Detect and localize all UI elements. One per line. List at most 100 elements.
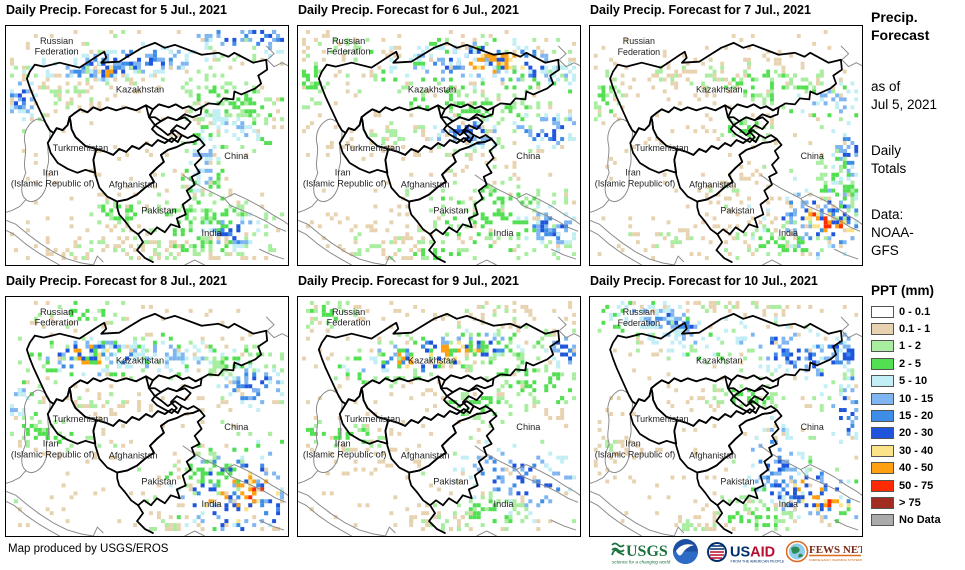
country-label: (Islamic Republic of)	[595, 450, 676, 460]
neighbor-borders	[298, 316, 580, 536]
country-label: Turkmenistan	[53, 414, 109, 424]
panel-title: Daily Precip. Forecast for 8 Jul., 2021	[6, 274, 227, 288]
legend-swatch	[871, 392, 894, 405]
country-label: India	[202, 499, 223, 509]
usaid-seal-stripes	[710, 551, 724, 559]
country-label: Pakistan	[141, 476, 176, 486]
totals-line1: Daily	[871, 143, 902, 158]
country-label: India	[779, 499, 799, 509]
country-label: Turkmenistan	[53, 143, 109, 153]
country-label: Iran	[625, 168, 640, 178]
country-label: (Islamic Republic of)	[303, 179, 387, 189]
country-label: Federation	[35, 318, 79, 328]
usaid-logo: USAID FROM THE AMERICAN PEOPLE	[707, 542, 785, 564]
legend-label: > 75	[899, 496, 921, 509]
country-label: Federation	[618, 47, 661, 57]
usgs-tagline: science for a changing world	[612, 560, 671, 565]
neighbor-borders	[590, 316, 862, 536]
legend-row: 5 - 10	[871, 373, 941, 390]
country-label: Russian	[623, 307, 655, 317]
noaa-logo	[673, 539, 698, 564]
country-label: Afghanistan	[109, 451, 158, 461]
legend-row: 10 - 15	[871, 390, 941, 407]
fewsnet-globe-land	[791, 546, 803, 558]
precip-raster	[593, 300, 859, 532]
country-label: China	[224, 151, 249, 161]
country-label: China	[224, 422, 249, 432]
legend-label: 5 - 10	[899, 375, 928, 388]
legend-swatch	[871, 479, 894, 492]
country-label: Federation	[327, 318, 371, 328]
country-label: Russian	[40, 307, 73, 317]
sidebar-data-source: Data: NOAA- GFS	[871, 206, 914, 260]
legend-label: 15 - 20	[899, 410, 934, 423]
legend-row: 1 - 2	[871, 338, 941, 355]
usaid-tagline: FROM THE AMERICAN PEOPLE	[731, 560, 785, 564]
legend-swatch	[871, 444, 894, 457]
fewsnet-logo: FEWS NET FAMINE EARLY WARNING SYSTEMS NE…	[786, 540, 862, 563]
usaid-wordmark: USAID	[730, 545, 775, 561]
data-source-line3: GFS	[871, 243, 899, 258]
precip-raster	[301, 29, 577, 261]
country-label: Afghanistan	[689, 180, 736, 190]
country-label: Turkmenistan	[345, 143, 401, 153]
legend-label: 20 - 30	[899, 427, 934, 440]
legend-row: 50 - 75	[871, 477, 941, 494]
panel-title: Daily Precip. Forecast for 6 Jul., 2021	[298, 3, 519, 17]
focus-country-borders	[609, 41, 843, 263]
country-label: Iran	[335, 439, 351, 449]
country-label: Turkmenistan	[345, 414, 401, 424]
usaid-seal-top	[710, 545, 724, 550]
noaa-seagull-icon	[676, 544, 694, 556]
fewsnet-tagline: FAMINE EARLY WARNING SYSTEMS NETWORK	[809, 558, 862, 562]
usgs-label: USGS	[626, 543, 668, 560]
legend-row: 0.1 - 1	[871, 320, 941, 337]
country-label: India	[494, 228, 515, 238]
legend-row: 30 - 40	[871, 442, 941, 459]
legend-swatch	[871, 496, 894, 509]
neighbor-borders	[590, 45, 862, 265]
legend-swatch	[871, 375, 894, 388]
country-label: China	[516, 151, 541, 161]
country-label: Turkmenistan	[635, 143, 689, 153]
country-label: Afghanistan	[401, 180, 450, 190]
legend-swatch	[871, 357, 894, 370]
legend-swatch	[871, 305, 894, 318]
legend-row: No Data	[871, 512, 941, 529]
legend-title: PPT (mm)	[871, 283, 935, 298]
usgs-wave-icon	[611, 542, 625, 556]
focus-country-borders	[317, 312, 561, 534]
neighbor-borders	[298, 45, 580, 265]
country-label: (Islamic Republic of)	[303, 450, 387, 460]
legend-label: 0 - 0.1	[899, 305, 931, 318]
legend-row: 20 - 30	[871, 425, 941, 442]
legend-swatch	[871, 340, 894, 353]
country-label: Russian	[332, 36, 365, 46]
legend-label: 1 - 2	[899, 340, 922, 353]
panel-title: Daily Precip. Forecast for 7 Jul., 2021	[590, 3, 811, 17]
map-attribution: Map produced by USGS/EROS	[8, 543, 169, 555]
country-label: (Islamic Republic of)	[11, 450, 95, 460]
legend-swatch	[871, 462, 894, 475]
focus-country-borders	[25, 312, 269, 534]
focus-country-borders	[25, 41, 269, 263]
sidebar-heading: Precip. Forecast	[871, 8, 929, 44]
country-label: Iran	[43, 439, 59, 449]
country-label: Iran	[43, 168, 59, 178]
legend-row: 15 - 20	[871, 407, 941, 424]
legend-row: 0 - 0.1	[871, 303, 941, 320]
country-label: (Islamic Republic of)	[595, 179, 676, 189]
country-label: Kazakhstan	[696, 355, 742, 365]
sidebar: Precip. Forecast as of Jul 5, 2021 Daily…	[871, 0, 963, 570]
country-label: Iran	[625, 439, 640, 449]
country-label: Turkmenistan	[635, 414, 689, 424]
asof-date: Jul 5, 2021	[871, 97, 938, 112]
